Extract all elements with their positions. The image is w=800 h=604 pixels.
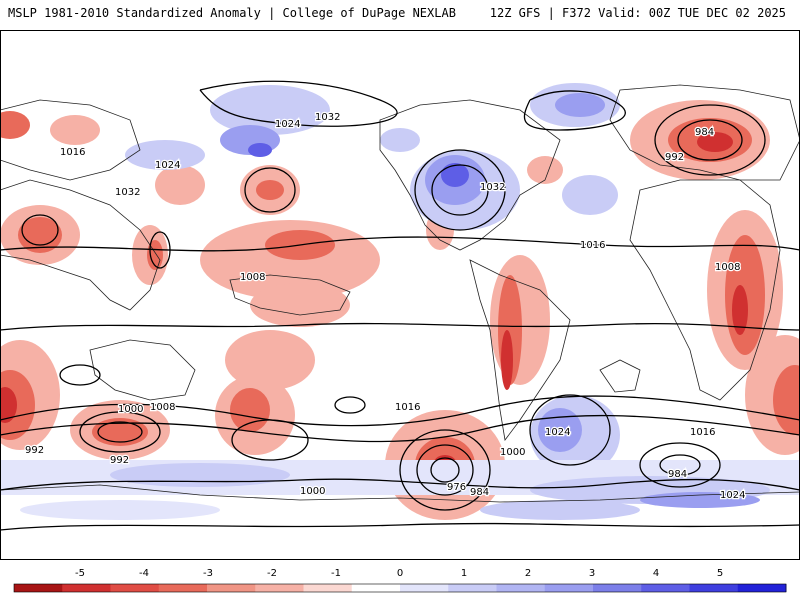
- land-outlines: [0, 84, 800, 503]
- colorbar-svg: -5 -4 -3 -2 -1 0 1 2 3 4 5: [13, 568, 787, 593]
- isobar-label-1016: 1016: [580, 240, 605, 251]
- isobar-label-976: 976: [447, 482, 466, 493]
- isobar-label-984: 984: [470, 487, 489, 498]
- isobar-label-1008: 1008: [150, 402, 175, 413]
- colorbar-swatch: [62, 584, 111, 592]
- model-valid-time: 12Z GFS | F372 Valid: 00Z TUE DEC 02 202…: [489, 6, 786, 20]
- colorbar-swatches: [13, 583, 787, 593]
- isobars: [0, 80, 800, 531]
- isobar-label-1032: 1032: [480, 182, 505, 193]
- isobar-label-984: 984: [695, 127, 714, 138]
- colorbar-tick-label: 4: [653, 568, 659, 579]
- colorbar: -5 -4 -3 -2 -1 0 1 2 3 4 5: [0, 562, 800, 600]
- colorbar-swatch: [110, 584, 160, 592]
- colorbar-swatch: [351, 584, 401, 592]
- colorbar-tick-label: -4: [139, 568, 149, 579]
- isobar-label-1000: 1000: [500, 447, 525, 458]
- colorbar-swatch: [207, 584, 256, 592]
- positive-anomaly-fills: [0, 83, 800, 520]
- colorbar-tick-label: 5: [717, 568, 723, 579]
- colorbar-swatch: [255, 584, 304, 592]
- colorbar-swatch: [158, 584, 208, 592]
- colorbar-tick-label: 0: [397, 568, 403, 579]
- colorbar-tick-label: -2: [267, 568, 277, 579]
- colorbar-tick-label: -5: [75, 568, 85, 579]
- colorbar-swatch: [448, 584, 497, 592]
- isobar-label-1008: 1008: [240, 272, 265, 283]
- isobar-label-1024: 1024: [545, 427, 570, 438]
- map-svg: 1016 1024 1032 1008 1000 992 984 976 101…: [0, 30, 800, 560]
- map-title: MSLP 1981-2010 Standardized Anomaly | Co…: [8, 6, 456, 20]
- header: MSLP 1981-2010 Standardized Anomaly | Co…: [0, 0, 800, 30]
- colorbar-swatch: [593, 584, 642, 592]
- colorbar-tick-labels: -5 -4 -3 -2 -1 0 1 2 3 4 5: [75, 568, 723, 579]
- colorbar-swatch: [689, 584, 739, 592]
- isobar-label-1032: 1032: [115, 187, 140, 198]
- isobar-label-992: 992: [110, 455, 129, 466]
- colorbar-swatch: [544, 584, 594, 592]
- colorbar-tick-label: -3: [203, 568, 213, 579]
- isobar-label-992: 992: [665, 152, 684, 163]
- colorbar-tick-label: 2: [525, 568, 531, 579]
- colorbar-swatch: [14, 584, 63, 592]
- isobar-label-1016: 1016: [395, 402, 420, 413]
- isobar-label-1016: 1016: [690, 427, 715, 438]
- colorbar-swatch: [737, 584, 787, 592]
- colorbar-swatch: [303, 584, 353, 592]
- isobar-label-1000: 1000: [300, 486, 325, 497]
- colorbar-swatch: [496, 584, 546, 592]
- colorbar-swatch: [400, 584, 449, 592]
- colorbar-outline: [13, 583, 787, 593]
- isobar-label-1032: 1032: [315, 112, 340, 123]
- isobar-label-1024: 1024: [155, 160, 180, 171]
- isobar-label-1016: 1016: [60, 147, 85, 158]
- colorbar-swatch: [641, 584, 690, 592]
- colorbar-tick-label: 1: [461, 568, 467, 579]
- colorbar-tick-label: -1: [331, 568, 341, 579]
- colorbar-tick-label: 3: [589, 568, 595, 579]
- isobar-labels: 1016 1024 1032 1008 1000 992 984 976 101…: [24, 111, 747, 503]
- isobar-label-1024: 1024: [275, 119, 300, 130]
- isobar-label-1008: 1008: [715, 262, 740, 273]
- isobar-label-1000: 1000: [118, 404, 143, 415]
- isobar-label-1024: 1024: [720, 490, 745, 501]
- isobar-label-992: 992: [25, 445, 44, 456]
- isobar-label-984: 984: [668, 469, 687, 480]
- anomaly-map: 1016 1024 1032 1008 1000 992 984 976 101…: [0, 30, 800, 560]
